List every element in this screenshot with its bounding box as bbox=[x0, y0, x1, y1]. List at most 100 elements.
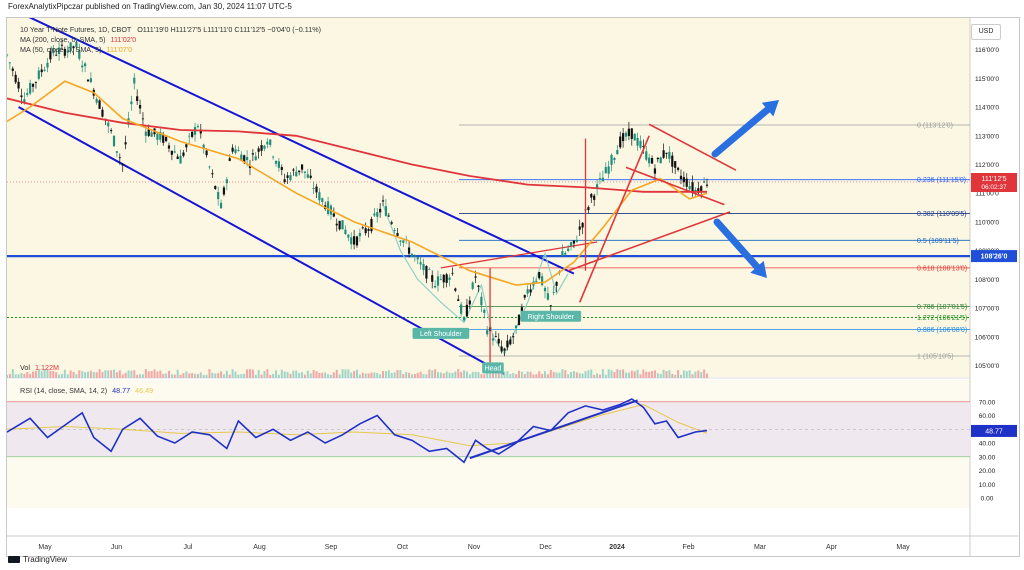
legend-volume-row[interactable]: Vol 1.122M bbox=[20, 363, 59, 372]
candle-body bbox=[228, 158, 231, 161]
time-axis-tick: Jul bbox=[184, 544, 193, 551]
pattern-label-box bbox=[520, 310, 582, 322]
candle-body bbox=[370, 218, 373, 232]
volume-bar bbox=[491, 370, 494, 378]
current-price-value: 111'12'5 bbox=[982, 176, 1007, 183]
volume-bar bbox=[211, 372, 214, 378]
candle-body bbox=[694, 189, 697, 192]
candle-body bbox=[367, 229, 370, 231]
volume-bar bbox=[546, 374, 549, 378]
volume-bar bbox=[144, 369, 147, 378]
candle-body bbox=[55, 54, 58, 56]
candle-body bbox=[622, 133, 625, 142]
volume-bar bbox=[234, 371, 237, 378]
candle-body bbox=[217, 192, 220, 200]
fib-label: 0.786 (107'01'5) bbox=[917, 304, 967, 311]
volume-bar bbox=[78, 370, 81, 378]
volume-bar bbox=[23, 373, 26, 378]
volume-bar bbox=[497, 372, 500, 378]
volume-bar bbox=[607, 369, 610, 378]
volume-bar bbox=[382, 371, 385, 378]
candle-body bbox=[494, 336, 497, 337]
channel-upper-line bbox=[28, 18, 575, 275]
volume-bar bbox=[220, 371, 223, 378]
candle-body bbox=[656, 157, 659, 160]
volume-bar bbox=[327, 374, 330, 378]
volume-bar bbox=[598, 374, 601, 378]
volume-bar bbox=[243, 373, 246, 378]
volume-bar bbox=[486, 369, 489, 378]
candle-body bbox=[587, 207, 590, 211]
candle-body bbox=[373, 213, 376, 216]
candle-body bbox=[101, 109, 104, 117]
volume-bar bbox=[651, 371, 654, 378]
legend-ma50-row[interactable]: MA (50, close, 0, SMA, 5) 111'07'0 bbox=[20, 45, 132, 54]
candle-body bbox=[292, 169, 295, 171]
volume-bar bbox=[688, 370, 691, 378]
volume-bar bbox=[153, 369, 156, 378]
volume-bar bbox=[341, 369, 344, 378]
candle-body bbox=[619, 136, 622, 148]
volume-bar bbox=[465, 371, 468, 378]
candle-body bbox=[156, 133, 159, 140]
volume-bar bbox=[483, 374, 486, 378]
volume-bar bbox=[110, 370, 113, 378]
fib-label: 0.886 (106'08'0) bbox=[917, 327, 967, 334]
candle-body bbox=[665, 152, 668, 154]
candle-body bbox=[422, 263, 425, 271]
volume-bar bbox=[58, 374, 61, 378]
candle-body bbox=[130, 101, 133, 105]
volume-bar bbox=[541, 373, 544, 378]
volume-bar bbox=[570, 372, 573, 378]
arrow-down bbox=[713, 218, 767, 278]
volume-bar bbox=[136, 374, 139, 378]
fib-label: 0 (113'12'0) bbox=[917, 122, 953, 129]
candle-body bbox=[613, 158, 616, 160]
volume-bar bbox=[448, 372, 451, 378]
volume-bar bbox=[373, 372, 376, 378]
pattern-head-shoulders bbox=[382, 204, 569, 356]
candle-body bbox=[185, 144, 188, 148]
candle-body bbox=[298, 170, 301, 173]
price-axis-tick: 115'00'0 bbox=[975, 76, 999, 83]
candle-body bbox=[396, 233, 399, 237]
candle-body bbox=[601, 177, 604, 182]
price-axis-tick: 107'00'0 bbox=[975, 306, 1000, 313]
candle-body bbox=[312, 187, 315, 190]
arrow-down-shaft bbox=[713, 218, 761, 271]
candle-body bbox=[46, 62, 49, 68]
volume-bar bbox=[217, 373, 220, 378]
candle-body bbox=[506, 340, 509, 348]
currency-button[interactable]: USD bbox=[971, 24, 1001, 40]
candle-body bbox=[196, 126, 200, 128]
volume-bar bbox=[584, 371, 587, 378]
candle-body bbox=[439, 278, 442, 280]
rsi-axis-tick: 10.00 bbox=[979, 482, 996, 489]
candle-body bbox=[115, 151, 119, 153]
volume-bar bbox=[254, 374, 257, 378]
legend-ma200-row[interactable]: MA (200, close, 0, SMA, 5) 111'02'0 bbox=[20, 35, 136, 44]
candle-body bbox=[610, 154, 613, 165]
chart-panel[interactable]: 116'00'0 115'00'0 114'00'0 113'00'0 112'00'0… bbox=[6, 17, 1020, 557]
candle-body bbox=[205, 150, 208, 156]
pattern-label: Left Shoulder bbox=[420, 331, 462, 338]
volume-bar bbox=[350, 372, 353, 378]
candle-body bbox=[222, 187, 226, 195]
fib-label: 0.236 (111'15'0) bbox=[917, 177, 966, 184]
time-axis-tick: 2024 bbox=[609, 544, 625, 551]
volume-bar bbox=[92, 372, 95, 378]
candle-body bbox=[202, 144, 205, 149]
candle-body bbox=[679, 175, 683, 180]
candle-body bbox=[257, 148, 260, 152]
price-chart-svg[interactable]: 116'00'0 115'00'0 114'00'0 113'00'0 112'00'0… bbox=[7, 18, 1019, 556]
pattern-label-box bbox=[412, 327, 470, 339]
volume-bar bbox=[298, 372, 301, 378]
candle-body bbox=[442, 274, 445, 283]
volume-bar bbox=[532, 374, 535, 378]
volume-bar bbox=[173, 374, 176, 378]
volume-bar bbox=[682, 370, 685, 378]
candle-body bbox=[462, 317, 466, 321]
legend-rsi-row[interactable]: RSI (14, close, SMA, 14, 2) 48.77 46.49 bbox=[20, 386, 153, 395]
candle-body bbox=[332, 213, 335, 217]
candle-body bbox=[671, 155, 674, 167]
